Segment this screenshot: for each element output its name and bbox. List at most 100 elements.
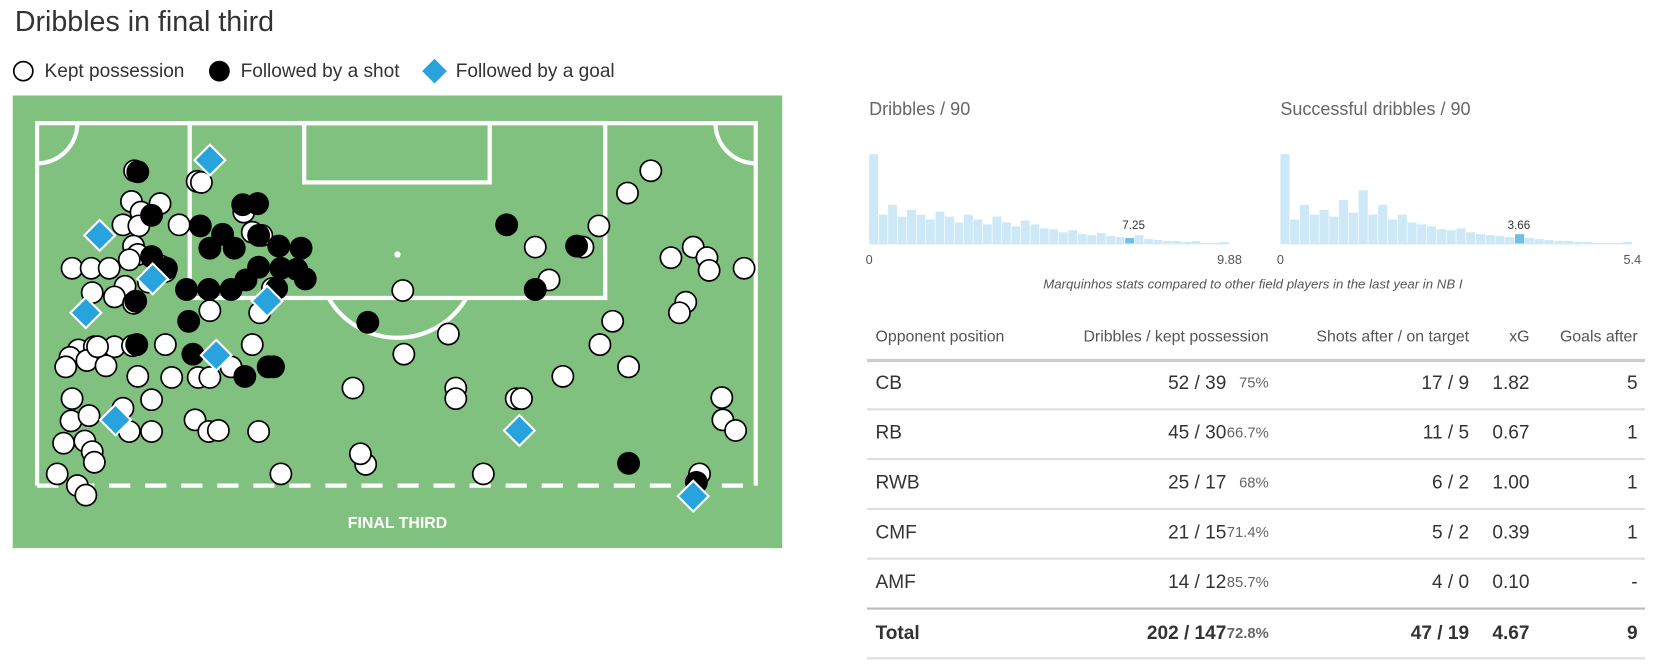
dribble-point: [341, 376, 365, 400]
dribble-point: [52, 431, 76, 455]
histogram-bar: [1427, 226, 1437, 244]
dribble-point: [199, 338, 234, 373]
histogram-bar: [1378, 204, 1388, 244]
histogram-bar: [1397, 214, 1407, 244]
dribble-point: [181, 342, 205, 366]
table-cell: 1: [1627, 472, 1638, 493]
histogram-bar: [1446, 230, 1456, 244]
histogram-bar: [1475, 234, 1486, 244]
histogram-bar: [907, 209, 916, 244]
histogram-bar: [982, 224, 992, 244]
histogram-bar: [1622, 241, 1632, 244]
x-tick-label: 0: [1277, 252, 1284, 267]
corner-arc: [37, 122, 80, 166]
dribble-point: [98, 402, 133, 437]
dribble-point: [54, 355, 78, 379]
dribble-point: [222, 236, 246, 260]
table-cell: CB: [876, 373, 902, 394]
dribble-point: [126, 364, 150, 388]
histogram-bar: [1011, 226, 1021, 244]
dribble-point: [140, 420, 164, 443]
table-percent: 75%: [1239, 376, 1269, 392]
dribble-point: [94, 354, 118, 378]
x-tick-label: 9.88: [1217, 252, 1242, 267]
dribble-point: [502, 413, 537, 448]
dribble-point: [167, 213, 191, 237]
caption: Marquinhos stats compared to other field…: [1043, 277, 1463, 292]
histogram-bar: [1144, 239, 1154, 244]
histogram-bar: [1524, 238, 1534, 244]
histogram-bar: [916, 214, 926, 244]
player-value-label: 7.25: [1122, 219, 1145, 232]
histogram-bar: [1039, 228, 1049, 244]
dribble-point: [68, 295, 103, 330]
dribble-point: [551, 364, 575, 388]
table-cell: 14 / 12: [1168, 572, 1226, 593]
histogram-bar: [1058, 232, 1068, 244]
table-percent: 72.8%: [1227, 626, 1269, 642]
histogram-bar: [1505, 237, 1515, 244]
histogram-bar: [878, 214, 888, 244]
dribble-point: [391, 279, 415, 302]
histogram-bar: [1125, 238, 1135, 244]
histogram-bar: [1115, 237, 1125, 244]
table-cell: RB: [876, 423, 902, 444]
table-cell: 11 / 5: [1423, 423, 1469, 444]
dribble-point: [348, 442, 372, 466]
legend-label: Followed by a goal: [456, 61, 615, 82]
dribble-point: [234, 268, 258, 292]
dribble-point: [198, 236, 222, 260]
table-cell: 1: [1627, 423, 1638, 444]
dribble-point: [153, 333, 177, 357]
table-cell: AMF: [876, 572, 916, 593]
histogram-bar: [1554, 240, 1564, 244]
table-cell: 52 / 39: [1168, 373, 1226, 394]
histogram-bar: [935, 211, 945, 244]
table-cell: 4.67: [1492, 623, 1529, 644]
dribble-point: [77, 404, 101, 428]
dribble-point: [197, 278, 221, 301]
x-tick-label: 0: [866, 252, 873, 267]
histogram-bar: [1368, 214, 1378, 244]
histogram-bar: [1515, 234, 1525, 244]
legend-label: Kept possession: [45, 61, 185, 82]
table-cell: RWB: [876, 472, 920, 493]
dribble-point: [240, 333, 264, 357]
histogram-bar: [1182, 241, 1191, 244]
table-header: Goals after: [1560, 328, 1638, 345]
histogram-bar: [1573, 241, 1583, 244]
table-percent: 85.7%: [1227, 575, 1269, 591]
x-tick-label: 5.4: [1623, 252, 1641, 267]
histogram-bar: [1436, 229, 1446, 244]
histogram-bar: [1466, 232, 1476, 244]
histogram-bar: [963, 214, 973, 244]
dribble-point: [444, 387, 468, 411]
histogram-bar: [1087, 235, 1097, 244]
dribble-point: [177, 309, 201, 333]
dribble-point: [269, 462, 293, 486]
table-cell: 0.67: [1492, 423, 1529, 444]
dribble-point: [710, 386, 734, 410]
table-percent: 71.4%: [1227, 525, 1269, 541]
table-cell: CMF: [876, 522, 917, 543]
histogram-bar: [1153, 240, 1163, 244]
table-cell: 21 / 15: [1168, 522, 1226, 543]
table-cell: 5 / 2: [1432, 522, 1469, 543]
table-cell: 1.82: [1492, 373, 1529, 394]
table-cell: 1: [1627, 522, 1638, 543]
dribble-point: [285, 257, 309, 281]
histogram-bar: [926, 219, 935, 244]
histogram-bar: [869, 154, 879, 244]
dribble-point: [639, 159, 663, 183]
dribble-point: [198, 366, 222, 389]
dribble-point: [267, 234, 291, 258]
histogram-bar: [1329, 216, 1339, 244]
histogram-bar: [1096, 233, 1106, 244]
table-cell: 1.00: [1492, 472, 1529, 493]
histogram-bar: [1495, 236, 1505, 244]
dribble-point: [495, 213, 519, 237]
dribble-point: [697, 258, 721, 282]
table-cell: 6 / 2: [1432, 472, 1469, 493]
dribble-point: [126, 160, 150, 184]
